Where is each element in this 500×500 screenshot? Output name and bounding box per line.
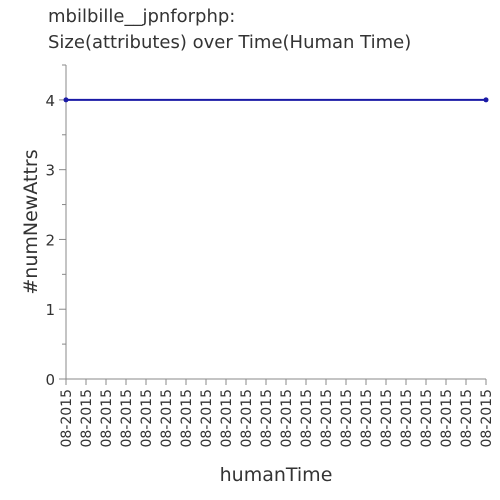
x-tick-label: 08-2015: [239, 389, 255, 448]
x-tick-label: 08-2015: [159, 389, 175, 448]
data-point: [483, 97, 489, 103]
x-axis-label: humanTime: [220, 464, 333, 486]
x-tick-label: 08-2015: [219, 389, 235, 448]
y-tick-label: 4: [45, 92, 55, 110]
x-tick-label: 08-2015: [279, 389, 295, 448]
x-tick-label: 08-2015: [339, 389, 355, 448]
x-tick-label: 08-2015: [259, 389, 275, 448]
x-tick-label: 08-2015: [379, 389, 395, 448]
x-axis: 08-2015 08-2015 08-2015 08-2015 08-2015 08-20…: [59, 378, 495, 448]
x-tick-label: 08-2015: [199, 389, 215, 448]
x-tick-label: 08-2015: [459, 389, 475, 448]
y-tick-label: 2: [45, 231, 55, 249]
y-axis: 0 1 2 3 4: [45, 64, 67, 389]
y-tick-label: 1: [45, 301, 55, 319]
x-tick-label: 08-2015: [179, 389, 195, 448]
x-tick-label: 08-2015: [479, 389, 495, 448]
data-point: [63, 97, 69, 103]
x-tick-label: 08-2015: [419, 389, 435, 448]
x-tick-label: 08-2015: [319, 389, 335, 448]
x-tick-label: 08-2015: [299, 389, 315, 448]
chart-title-line-1: mbilbille__jpnforphp:: [48, 6, 236, 27]
series-layer: [63, 97, 489, 103]
x-tick-label: 08-2015: [139, 389, 155, 448]
x-tick-label: 08-2015: [359, 389, 375, 448]
x-tick-label: 08-2015: [99, 389, 115, 448]
chart-title-line-2: Size(attributes) over Time(Human Time): [48, 32, 412, 53]
y-axis-label: #numNewAttrs: [20, 149, 42, 294]
x-tick-label: 08-2015: [59, 389, 75, 448]
x-tick-label: 08-2015: [119, 389, 135, 448]
x-tick-label: 08-2015: [79, 389, 95, 448]
x-tick-label: 08-2015: [439, 389, 455, 448]
y-tick-label: 0: [45, 371, 55, 389]
x-tick-label: 08-2015: [399, 389, 415, 448]
y-tick-label: 3: [45, 162, 55, 180]
